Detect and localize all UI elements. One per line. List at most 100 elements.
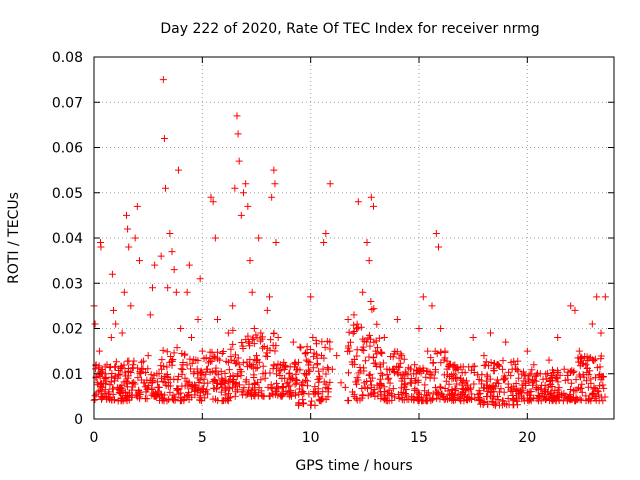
data-point-marker <box>249 364 257 372</box>
data-point-marker <box>246 257 254 265</box>
data-point-marker <box>224 329 232 337</box>
y-tick-label: 0 <box>74 412 83 428</box>
data-point-marker <box>261 374 269 382</box>
data-point-marker <box>266 369 274 377</box>
data-point-marker <box>361 357 369 365</box>
data-point-marker <box>550 369 558 377</box>
data-point-marker <box>120 361 128 369</box>
data-point-marker <box>527 394 535 402</box>
data-point-marker <box>397 384 405 392</box>
data-point-marker <box>277 366 285 374</box>
data-point-marker <box>530 361 538 369</box>
data-point-marker <box>588 391 596 399</box>
data-point-marker <box>491 383 499 391</box>
data-point-marker <box>345 397 353 405</box>
data-point-marker <box>353 352 361 360</box>
data-point-marker <box>514 367 522 375</box>
data-point-marker <box>159 76 167 84</box>
data-point-marker <box>307 293 315 301</box>
data-point-marker <box>255 234 263 242</box>
data-point-marker <box>499 397 507 405</box>
data-point-marker <box>258 335 266 343</box>
x-tick-label: 10 <box>302 430 320 446</box>
data-point-marker <box>364 334 372 342</box>
data-point-marker <box>309 334 317 342</box>
data-point-marker <box>344 316 352 324</box>
data-point-marker <box>601 293 609 301</box>
data-point-marker <box>407 375 415 383</box>
data-point-marker <box>288 374 296 382</box>
data-point-marker <box>179 361 187 369</box>
data-point-marker <box>364 392 372 400</box>
data-point-marker <box>111 363 119 371</box>
data-point-marker <box>422 373 430 381</box>
data-point-marker <box>322 229 330 237</box>
data-point-marker <box>125 396 133 404</box>
data-point-marker <box>139 357 147 365</box>
data-point-marker <box>575 347 583 355</box>
data-point-marker <box>98 380 106 388</box>
data-point-marker <box>533 371 541 379</box>
data-point-marker <box>577 384 585 392</box>
data-point-marker <box>270 361 278 369</box>
data-point-marker <box>363 239 371 247</box>
data-point-marker <box>125 368 133 376</box>
data-point-marker <box>360 367 368 375</box>
data-point-marker <box>209 378 217 386</box>
data-point-marker <box>269 341 277 349</box>
data-point-marker <box>173 344 181 352</box>
data-point-marker <box>131 234 139 242</box>
data-point-marker <box>430 374 438 382</box>
data-point-marker <box>480 361 488 369</box>
data-point-marker <box>160 134 168 142</box>
data-point-marker <box>123 383 131 391</box>
data-point-marker <box>149 389 157 397</box>
data-point-marker <box>450 391 458 399</box>
data-point-marker <box>242 180 250 188</box>
data-point-marker <box>411 361 419 369</box>
data-point-marker <box>361 383 369 391</box>
data-point-marker <box>119 397 127 405</box>
data-point-marker <box>270 166 278 174</box>
data-point-marker <box>115 367 123 375</box>
data-point-marker <box>420 387 428 395</box>
data-point-marker <box>458 379 466 387</box>
data-point-marker <box>276 371 284 379</box>
data-point-marker <box>450 374 458 382</box>
data-point-marker <box>350 321 358 329</box>
data-point-marker <box>419 364 427 372</box>
data-point-marker <box>238 339 246 347</box>
data-point-marker <box>170 375 178 383</box>
data-point-marker <box>575 358 583 366</box>
data-point-marker <box>561 376 569 384</box>
data-point-marker <box>303 343 311 351</box>
y-tick-label: 0.02 <box>52 322 83 338</box>
data-point-marker <box>426 368 434 376</box>
data-point-marker <box>477 377 485 385</box>
data-point-marker <box>97 243 105 251</box>
data-point-marker <box>437 349 445 357</box>
data-point-marker <box>460 392 468 400</box>
data-point-marker <box>504 383 512 391</box>
data-point-marker <box>153 370 161 378</box>
data-point-marker <box>545 356 553 364</box>
data-point-marker <box>367 377 375 385</box>
data-point-marker <box>268 385 276 393</box>
data-point-marker <box>309 364 317 372</box>
data-point-marker <box>227 353 235 361</box>
data-point-marker <box>276 361 284 369</box>
data-point-marker <box>130 379 138 387</box>
data-point-marker <box>231 392 239 400</box>
data-point-marker <box>436 383 444 391</box>
data-point-marker <box>170 349 178 357</box>
data-point-marker <box>494 396 502 404</box>
data-point-marker <box>182 393 190 401</box>
data-point-marker <box>266 346 274 354</box>
data-point-marker <box>546 377 554 385</box>
data-point-marker <box>402 386 410 394</box>
data-point-marker <box>484 400 492 408</box>
data-point-marker <box>415 390 423 398</box>
data-point-marker <box>470 368 478 376</box>
data-point-marker <box>363 338 371 346</box>
y-tick-label: 0.01 <box>52 367 83 383</box>
